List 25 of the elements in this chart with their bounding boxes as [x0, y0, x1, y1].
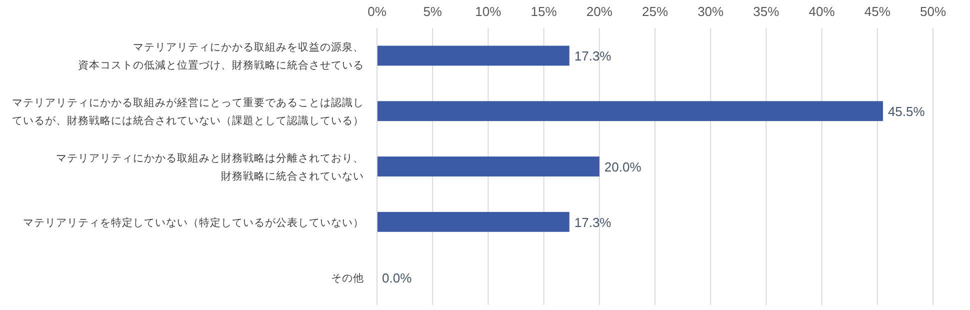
x-tick-label: 25% [642, 4, 668, 19]
data-label: 20.0% [604, 160, 642, 174]
x-tick-label: 30% [698, 4, 724, 19]
data-label: 0.0% [382, 270, 412, 286]
bar [377, 212, 570, 232]
data-label: 17.3% [574, 48, 612, 64]
y-tick-label: マテリアリティを特定していない（特定しているが公表していない） [23, 216, 364, 229]
bar [377, 156, 600, 176]
y-tick-label: マテリアリティにかかる取組みが経営にとって重要であることは認識しているが、財務戦略には統合されていない（課題として認識している） [12, 96, 364, 128]
x-tick-label: 10% [475, 4, 502, 19]
y-tick-label: マテリアリティにかかる取組みを収益の源泉、資本コストの低減と位置づけ、財務戦略に統合させている [78, 40, 364, 72]
y-tick-label: マテリアリティにかかる取組みと財務戦略は分離されており、財務戦略に統合されていない [56, 152, 364, 182]
x-tick-label: 5% [423, 4, 442, 19]
x-tick-label: 15% [530, 4, 558, 19]
x-tick-label: 50% [920, 4, 946, 19]
x-tick-label: 40% [808, 4, 836, 19]
bar [377, 101, 883, 122]
data-label: 17.3% [574, 214, 612, 230]
x-tick-label: 0% [368, 4, 387, 19]
x-tick-label: 35% [753, 4, 780, 19]
bar [377, 46, 570, 66]
x-tick-label: 20% [586, 4, 613, 19]
x-tick-label: 45% [864, 4, 891, 19]
y-tick-label: その他 [331, 272, 364, 284]
data-label: 45.5% [888, 104, 926, 120]
